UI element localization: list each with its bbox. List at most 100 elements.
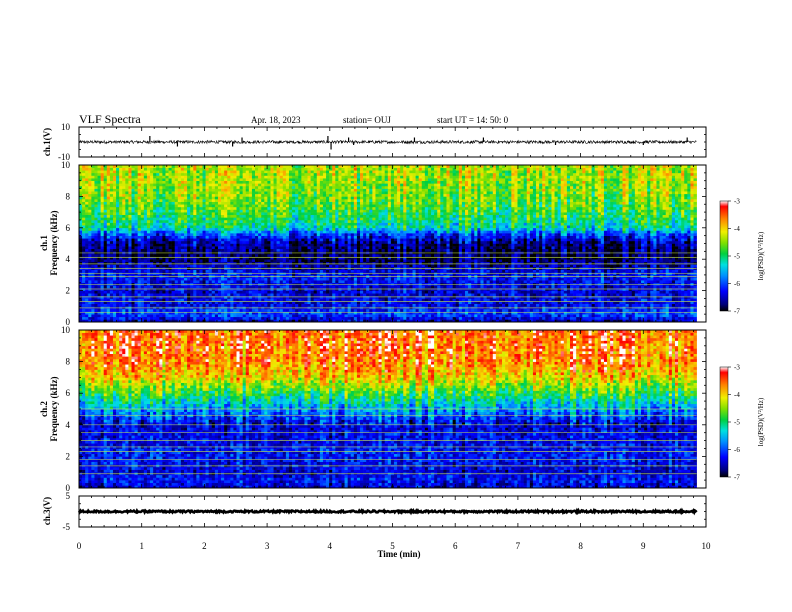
spectrogram-cell: [153, 312, 156, 315]
spectrogram-cell: [551, 314, 554, 317]
spectrogram-cell: [453, 309, 456, 312]
spectrogram-cell: [91, 304, 94, 307]
spectrogram-cell: [382, 317, 385, 320]
spectrogram-cell: [471, 314, 474, 317]
spectrogram-cell: [193, 314, 196, 317]
spectrogram-cell: [311, 304, 314, 307]
spectrogram-cell: [397, 314, 400, 317]
spectrogram-cell: [141, 309, 144, 312]
spectrogram-cell: [286, 314, 289, 317]
spectrogram-cell: [320, 309, 323, 312]
spectrogram-cell: [548, 304, 551, 307]
spectrogram-cell: [533, 317, 536, 320]
spectrogram-cell: [694, 317, 697, 320]
spectrogram-cell: [502, 312, 505, 315]
spectrogram-cell: [610, 309, 613, 312]
spectrogram-cell: [230, 312, 233, 315]
spectrogram-cell: [230, 304, 233, 307]
spectrogram-cell: [138, 304, 141, 307]
spectrogram-cell: [308, 314, 311, 317]
spectrogram-cell: [502, 304, 505, 307]
spectrogram-cell: [150, 314, 153, 317]
spectrogram-cell: [323, 309, 326, 312]
spectrogram-cell: [595, 309, 598, 312]
spectrogram-cell: [91, 309, 94, 312]
spectrogram-cell: [561, 314, 564, 317]
spectrogram-cell: [514, 317, 517, 320]
spectrogram-cell: [122, 317, 125, 320]
spectrogram-cell: [277, 317, 280, 320]
spectrogram-cell: [159, 317, 162, 320]
spectrogram-cell: [267, 317, 270, 320]
spectrogram-cell: [258, 317, 261, 320]
spectrogram-cell: [610, 317, 613, 320]
spectrogram-cell: [425, 314, 428, 317]
spectrogram-cell: [675, 314, 678, 317]
spectrogram-cell: [610, 312, 613, 315]
spectrogram-cell: [650, 317, 653, 320]
spectrogram-cell: [487, 309, 490, 312]
spectrogram-cell: [162, 312, 165, 315]
spectrogram-cell: [579, 304, 582, 307]
spectrogram-cell: [474, 317, 477, 320]
spectrogram-cell: [187, 317, 190, 320]
spectrogram-cell: [443, 314, 446, 317]
spectrogram-cell: [261, 314, 264, 317]
spectrogram-cell: [626, 309, 629, 312]
spectrogram-cell: [440, 309, 443, 312]
spectrogram-cell: [125, 312, 128, 315]
spectrogram-cell: [653, 304, 656, 307]
spectrogram-cell: [178, 317, 181, 320]
spectrogram-cell: [147, 314, 150, 317]
spectrogram-cell: [564, 314, 567, 317]
spectrogram-cell: [150, 317, 153, 320]
spectrogram-cell: [382, 312, 385, 315]
spectrogram-cell: [379, 312, 382, 315]
spectrogram-cell: [589, 312, 592, 315]
spectrogram-cell: [119, 314, 122, 317]
spectrogram-cell: [499, 317, 502, 320]
spectrogram-cell: [363, 312, 366, 315]
spectrogram-cell: [687, 317, 690, 320]
spectrogram-cell: [329, 312, 332, 315]
spectrogram-cell: [153, 304, 156, 307]
spectrogram-cell: [212, 304, 215, 307]
spectrogram-cell: [332, 304, 335, 307]
spectrogram-cell: [326, 312, 329, 315]
spectrogram-cell: [663, 304, 666, 307]
spectrogram-cell: [505, 314, 508, 317]
spectrogram-cell: [110, 312, 113, 315]
spectrogram-cell: [462, 304, 465, 307]
spectrogram-cell: [317, 317, 320, 320]
spectrogram-cell: [82, 314, 85, 317]
spectrogram-cell: [446, 317, 449, 320]
spectrogram-cell: [413, 312, 416, 315]
spectrogram-cell: [542, 317, 545, 320]
spectrogram-cell: [595, 314, 598, 317]
spectrogram-cell: [88, 304, 91, 307]
spectrogram-cell: [227, 304, 230, 307]
spectrogram-cell: [298, 317, 301, 320]
spectrogram-cell: [283, 312, 286, 315]
spectrogram-cell: [616, 312, 619, 315]
spectrogram-cell: [622, 314, 625, 317]
spectrogram-cell: [215, 309, 218, 312]
spectrogram-cell: [345, 304, 348, 307]
spectrogram-cell: [101, 317, 104, 320]
date-label: Apr. 18, 2023: [251, 115, 301, 125]
spectrogram-cell: [687, 309, 690, 312]
spectrogram-cell: [428, 317, 431, 320]
spectrogram-cell: [274, 312, 277, 315]
spectrogram-cell: [196, 304, 199, 307]
spectrogram-cell: [647, 309, 650, 312]
spectrogram-cell: [236, 309, 239, 312]
spectrogram-cell: [264, 309, 267, 312]
spectrogram-cell: [221, 304, 224, 307]
spectrogram-cell: [190, 312, 193, 315]
spectrogram-cell: [536, 304, 539, 307]
spectrogram-cell: [215, 304, 218, 307]
spectrogram-cell: [215, 312, 218, 315]
spectrogram-cell: [125, 309, 128, 312]
spectrogram-cell: [548, 309, 551, 312]
spectrogram-cell: [502, 317, 505, 320]
